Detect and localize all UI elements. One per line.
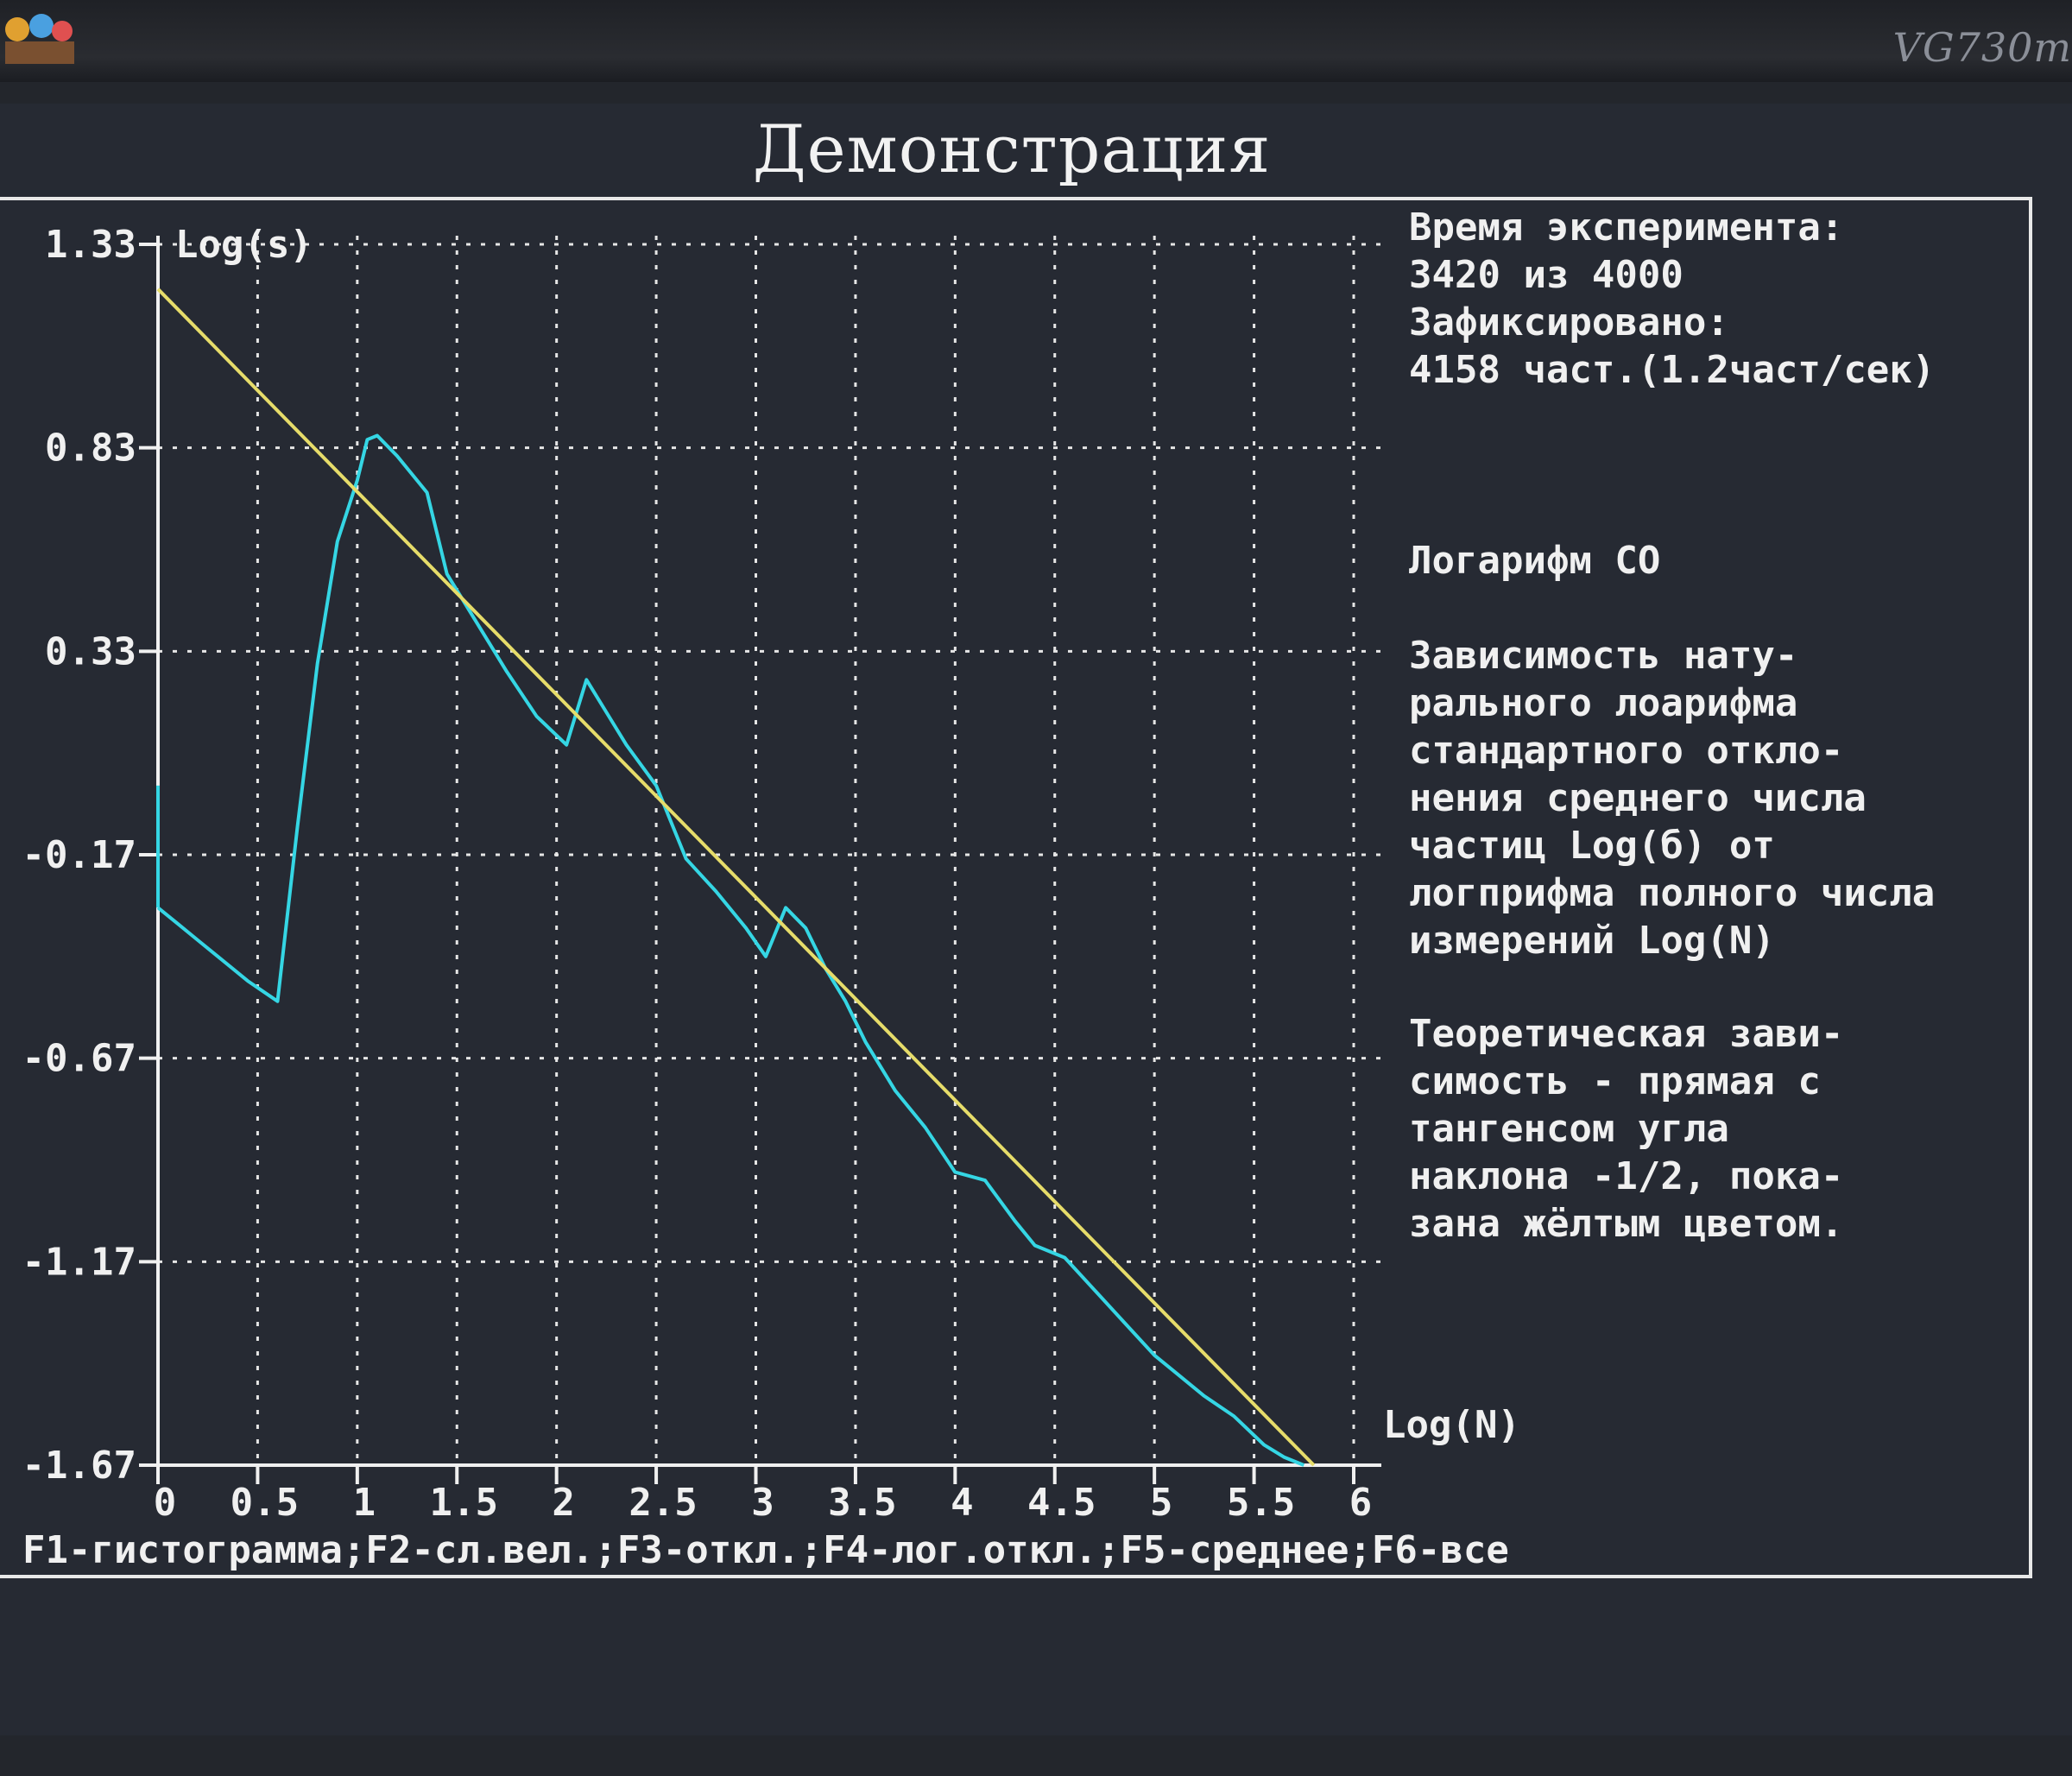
x-tick-label: 2 bbox=[552, 1481, 575, 1525]
y-axis-label: Log(s) bbox=[175, 223, 313, 267]
x-tick-label: 0.5 bbox=[231, 1481, 299, 1525]
monitor-bezel bbox=[0, 0, 2072, 82]
fixed-label: Зафиксировано: bbox=[1409, 300, 1729, 344]
y-tick-label: -0.17 bbox=[22, 833, 136, 877]
x-tick-label: 4.5 bbox=[1027, 1481, 1096, 1525]
x-tick-label: 1 bbox=[353, 1481, 376, 1525]
function-keys-bar: F1-гистограмма;F2-сл.вел.;F3-откл.;F4-ло… bbox=[22, 1528, 1509, 1572]
measured-series-line bbox=[156, 433, 1305, 1467]
experiment-time-value: 3420 из 4000 bbox=[1409, 253, 1684, 297]
y-tick-label: 0.83 bbox=[45, 427, 136, 471]
x-tick-label: 0 bbox=[154, 1481, 177, 1525]
y-tick-label: 1.33 bbox=[45, 223, 136, 267]
y-tick-label: -1.17 bbox=[22, 1240, 136, 1284]
fixed-value: 4158 част.(1.2част/сек) bbox=[1409, 348, 1936, 392]
main-frame bbox=[0, 197, 2032, 1578]
x-tick-label: 6 bbox=[1349, 1481, 1373, 1525]
y-tick-label: -1.67 bbox=[22, 1444, 136, 1488]
theory-series-line bbox=[156, 288, 1316, 1467]
description-text: Зависимость нату- рального лоарифма стан… bbox=[1409, 634, 1936, 963]
x-tick-label: 5.5 bbox=[1227, 1481, 1295, 1525]
x-tick-label: 5 bbox=[1150, 1481, 1173, 1525]
x-tick-label: 3 bbox=[751, 1481, 774, 1525]
x-tick-label: 1.5 bbox=[430, 1481, 498, 1525]
x-tick-label: 2.5 bbox=[629, 1481, 697, 1525]
x-axis-label: Log(N) bbox=[1383, 1403, 1520, 1447]
experiment-time-label: Время эксперимента: bbox=[1409, 205, 1844, 250]
x-tick-label: 3.5 bbox=[828, 1481, 896, 1525]
y-tick-label: 0.33 bbox=[45, 629, 136, 673]
mode-label: Логарифм СО bbox=[1409, 539, 1661, 583]
x-tick-label: 4 bbox=[951, 1481, 974, 1525]
theory-text: Теоретическая зави- симость - прямая с т… bbox=[1409, 1012, 1844, 1246]
monitor-brand: VG730m bbox=[1892, 24, 2072, 71]
desktop-app-icon bbox=[5, 14, 74, 64]
y-tick-label: -0.67 bbox=[22, 1037, 136, 1081]
window-title: Демонстрация bbox=[752, 111, 1272, 187]
